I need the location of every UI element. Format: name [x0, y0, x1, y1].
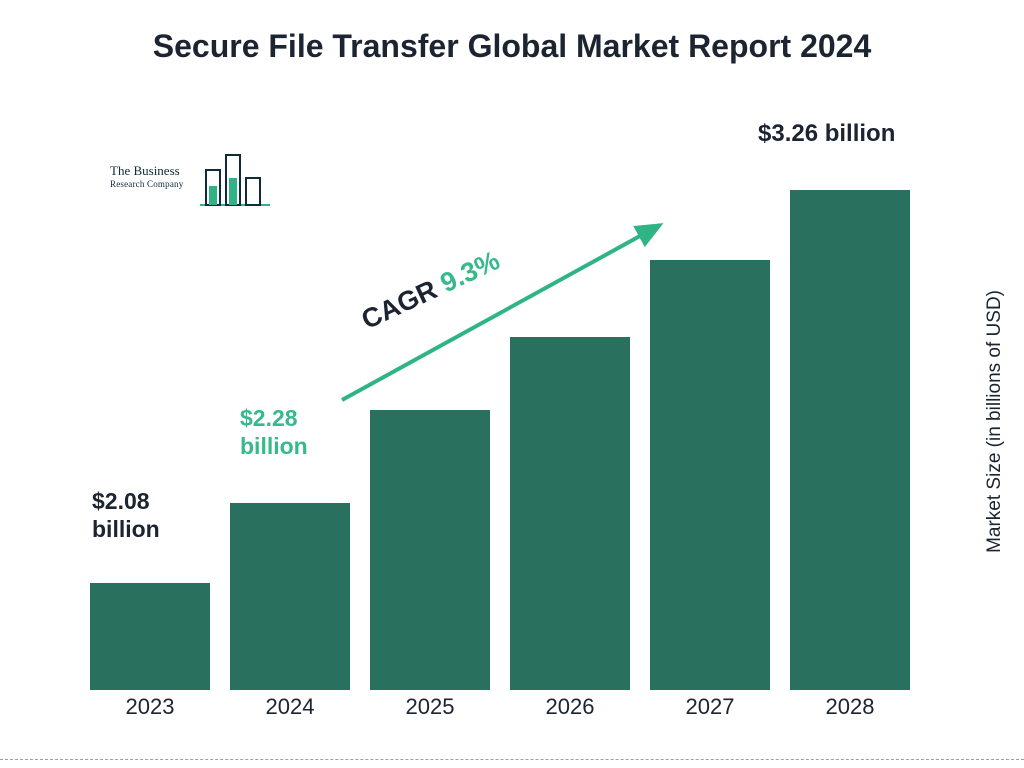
- callout-2024-val: $2.28: [240, 405, 308, 433]
- callout-2028: $3.26 billion: [758, 120, 895, 149]
- bar-2026: [510, 337, 630, 690]
- xlabel-2026: 2026: [540, 694, 600, 720]
- chart-title: Secure File Transfer Global Market Repor…: [0, 26, 1024, 66]
- chart-canvas: Secure File Transfer Global Market Repor…: [0, 0, 1024, 768]
- callout-2023-unit: billion: [92, 516, 160, 544]
- xlabel-2028: 2028: [820, 694, 880, 720]
- bar-2027: [650, 260, 770, 690]
- bar-2024: [230, 503, 350, 690]
- y-axis-label: Market Size (in billions of USD): [984, 290, 1006, 553]
- callout-2028-text: $3.26 billion: [758, 120, 895, 147]
- callout-2024-unit: billion: [240, 433, 308, 461]
- xlabel-2027: 2027: [680, 694, 740, 720]
- bar-2028: [790, 190, 910, 690]
- xlabel-2025: 2025: [400, 694, 460, 720]
- bar-2025: [370, 410, 490, 690]
- bottom-separator: [0, 759, 1024, 760]
- callout-2023: $2.08 billion: [92, 488, 160, 543]
- bars-container: [90, 155, 910, 690]
- plot-area: [90, 155, 910, 690]
- callout-2023-val: $2.08: [92, 488, 160, 516]
- callout-2024: $2.28 billion: [240, 405, 308, 460]
- bar-2023: [90, 583, 210, 690]
- xlabel-2023: 2023: [120, 694, 180, 720]
- xlabel-2024: 2024: [260, 694, 320, 720]
